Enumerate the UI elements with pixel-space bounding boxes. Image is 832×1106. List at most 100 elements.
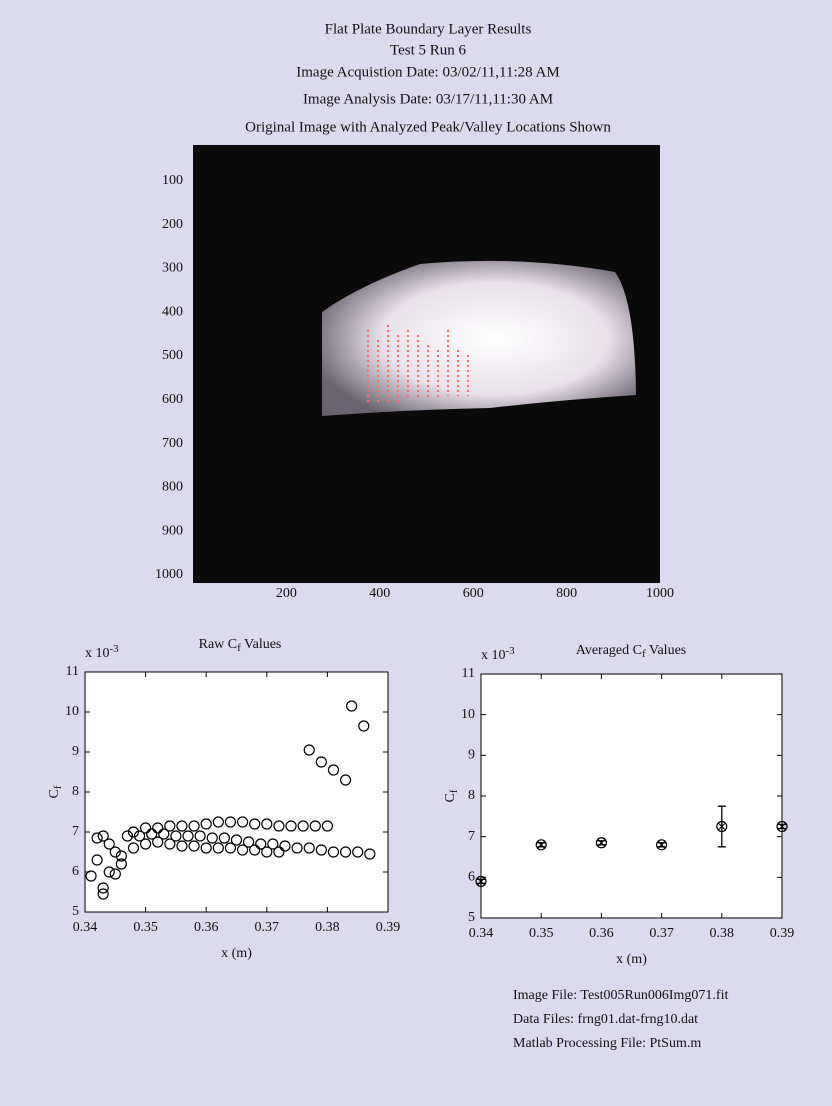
x-tick-label: 0.35 — [133, 920, 158, 935]
data-point — [115, 858, 127, 870]
data-point — [321, 820, 333, 832]
data-point — [146, 828, 158, 840]
data-point — [249, 818, 261, 830]
data-point-cross — [477, 877, 485, 885]
y-tick-label: 400 — [162, 304, 183, 319]
data-point — [206, 832, 218, 844]
header-line: Image Analysis Date: 03/17/11,11:30 AM — [303, 91, 553, 107]
x-tick-label: 0.39 — [376, 920, 401, 935]
data-point — [97, 830, 109, 842]
chart-title-part: Values — [241, 637, 282, 652]
y-tick-label: 900 — [162, 523, 183, 538]
data-point — [224, 816, 237, 828]
data-point-cross — [718, 823, 726, 830]
y-tick-label: 7 — [468, 829, 475, 844]
chart-title-part: f — [642, 648, 646, 660]
x-tick-label: 200 — [276, 586, 297, 601]
data-point — [127, 842, 140, 854]
chart-title-part: Values — [646, 643, 687, 658]
data-point — [243, 836, 255, 848]
data-point — [182, 830, 194, 842]
y-multiplier-part: x 10 — [481, 648, 506, 663]
chart-title-part: Averaged C — [576, 643, 642, 658]
header-line: Flat Plate Boundary Layer Results — [325, 21, 532, 37]
data-point-cross — [658, 841, 666, 849]
data-point — [364, 848, 376, 860]
data-point — [339, 774, 352, 786]
footer-line: Matlab Processing File: PtSum.m — [513, 1036, 701, 1051]
chart-title: Averaged Cf Values — [576, 643, 686, 660]
data-point — [188, 820, 200, 832]
y-multiplier-part: -3 — [110, 643, 120, 655]
data-point — [352, 846, 364, 858]
data-point — [273, 820, 285, 832]
y-tick-label: 7 — [72, 824, 79, 839]
x-tick-label: 800 — [556, 586, 577, 601]
data-point — [285, 820, 297, 832]
y-axis-label-part: f — [52, 785, 64, 789]
x-tick-label: 0.35 — [529, 926, 554, 941]
y-tick-label: 8 — [72, 784, 79, 799]
x-tick-label: 400 — [369, 586, 390, 601]
peak-markers — [367, 325, 469, 405]
y-tick-label: 6 — [468, 870, 475, 885]
data-point — [212, 842, 224, 854]
footer-line: Image File: Test005Run006Img071.fit — [513, 988, 728, 1003]
header-line: Original Image with Analyzed Peak/Valley… — [245, 119, 611, 135]
data-point — [170, 830, 182, 842]
y-tick-label: 10 — [65, 704, 79, 719]
data-point — [327, 764, 340, 776]
data-point — [339, 846, 352, 858]
data-point — [236, 844, 249, 856]
data-point — [224, 842, 237, 854]
data-point — [291, 842, 303, 854]
x-tick-label: 600 — [463, 586, 484, 601]
y-tick-label: 700 — [162, 436, 183, 451]
data-point — [327, 846, 340, 858]
data-point-cross — [597, 839, 605, 847]
x-tick-label: 0.38 — [315, 920, 340, 935]
y-tick-label: 500 — [162, 348, 183, 363]
data-point — [776, 820, 788, 833]
illuminated-plate — [322, 260, 636, 416]
data-point — [85, 870, 97, 882]
data-point — [152, 836, 164, 848]
data-point — [261, 818, 273, 830]
x-axis-label: x (m) — [616, 952, 647, 967]
data-point — [346, 700, 358, 712]
plot-area — [84, 671, 389, 913]
x-tick-label: 0.34 — [73, 920, 98, 935]
data-point — [158, 828, 170, 840]
data-point — [194, 830, 206, 842]
data-point — [236, 816, 249, 828]
x-tick-label: 0.39 — [770, 926, 795, 941]
y-axis-label: Cf — [47, 785, 64, 798]
data-point — [230, 834, 243, 846]
y-tick-label: 300 — [162, 261, 183, 276]
data-point — [121, 830, 134, 842]
data-point — [655, 839, 668, 851]
x-tick-label: 0.37 — [255, 920, 280, 935]
chart-title: Raw Cf Values — [199, 637, 282, 654]
data-point — [535, 839, 547, 851]
y-axis-label-part: C — [47, 789, 62, 798]
data-point — [279, 840, 291, 852]
image-panel — [193, 145, 660, 583]
plot-area — [480, 673, 783, 919]
data-point — [152, 822, 164, 834]
data-point — [140, 822, 152, 834]
data-point — [97, 882, 109, 894]
header-line: Test 5 Run 6 — [390, 42, 467, 58]
data-point — [303, 744, 315, 756]
x-axis-label: x (m) — [221, 946, 252, 961]
y-tick-label: 9 — [468, 748, 475, 763]
y-multiplier: x 10-3 — [481, 645, 515, 663]
data-point — [115, 850, 127, 862]
x-tick-label: 0.36 — [194, 920, 219, 935]
header-line: Image Acquistion Date: 03/02/11,11:28 AM — [296, 64, 559, 80]
footer: Image File: Test005Run006Img071.fit Data… — [513, 988, 728, 1051]
y-multiplier-part: x 10 — [85, 646, 110, 661]
y-tick-label: 800 — [162, 480, 183, 495]
data-point — [218, 832, 230, 844]
